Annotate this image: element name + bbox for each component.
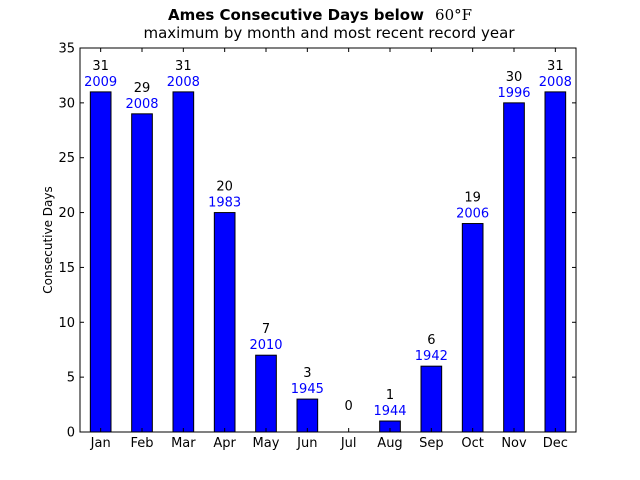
bars-group	[89, 91, 567, 433]
x-tick-label-jan: Jan	[90, 436, 111, 451]
x-tick-label-dec: Dec	[543, 436, 568, 451]
value-label-jun: 3	[303, 366, 311, 381]
y-tick-label-15: 15	[58, 261, 75, 276]
year-label-nov: 1996	[497, 86, 530, 101]
x-tick-label-aug: Aug	[377, 436, 402, 451]
y-tick-label-0: 0	[67, 426, 75, 441]
year-label-aug: 1944	[373, 404, 406, 419]
bar-jun	[296, 398, 319, 433]
x-tick-label-feb: Feb	[130, 436, 153, 451]
value-label-nov: 30	[506, 70, 523, 85]
value-label-dec: 31	[547, 59, 564, 74]
chart-title-unit: 60°F	[435, 6, 472, 24]
plot-frame	[79, 47, 577, 433]
year-label-jun: 1945	[291, 382, 324, 397]
value-label-apr: 20	[216, 180, 233, 195]
year-label-sep: 1942	[415, 349, 448, 364]
bar-dec	[544, 91, 567, 433]
value-label-feb: 29	[134, 81, 151, 96]
y-tick-label-35: 35	[58, 42, 75, 57]
value-label-may: 7	[262, 322, 270, 337]
value-label-aug: 1	[386, 388, 394, 403]
year-label-feb: 2008	[125, 97, 158, 112]
x-tick-label-sep: Sep	[419, 436, 444, 451]
ticks-group: Jan Feb Mar Apr May Jun Jul Aug Sep Oct Nov Dec0510…	[58, 42, 576, 451]
y-tick-label-20: 20	[58, 206, 75, 221]
bar-apr	[213, 212, 236, 433]
bar-oct	[461, 223, 484, 433]
x-tick-label-apr: Apr	[213, 436, 236, 451]
y-axis-label: Consecutive Days	[41, 186, 55, 293]
x-tick-label-may: May	[253, 436, 280, 451]
bar-sep	[420, 365, 443, 433]
value-label-sep: 6	[427, 333, 435, 348]
chart-title: Ames Consecutive Days below 60°F	[168, 5, 472, 24]
year-label-jan: 2009	[84, 75, 117, 90]
x-tick-label-mar: Mar	[171, 436, 196, 451]
bar-may	[255, 354, 277, 433]
value-label-oct: 19	[464, 191, 481, 206]
y-tick-label-10: 10	[58, 316, 75, 331]
bar-mar	[172, 91, 195, 433]
year-label-dec: 2008	[539, 75, 572, 90]
y-tick-label-25: 25	[58, 151, 75, 166]
x-tick-label-jun: Jun	[296, 436, 317, 451]
value-label-mar: 31	[175, 59, 192, 74]
value-label-jul: 0	[345, 399, 353, 414]
bar-jan	[89, 91, 112, 433]
x-tick-label-jul: Jul	[340, 436, 357, 451]
x-tick-label-oct: Oct	[461, 436, 483, 451]
year-label-oct: 2006	[456, 207, 489, 222]
year-label-mar: 2008	[167, 75, 200, 90]
value-label-jan: 31	[92, 59, 109, 74]
year-label-may: 2010	[249, 338, 282, 353]
year-label-apr: 1983	[208, 196, 241, 211]
bar-feb	[131, 113, 153, 433]
chart-title-main: Ames Consecutive Days below	[168, 6, 424, 24]
y-tick-label-5: 5	[67, 371, 75, 386]
x-tick-label-nov: Nov	[501, 436, 527, 451]
chart-subtitle: maximum by month and most recent record …	[143, 24, 515, 42]
y-tick-label-30: 30	[58, 96, 75, 111]
bar-nov	[503, 102, 525, 433]
